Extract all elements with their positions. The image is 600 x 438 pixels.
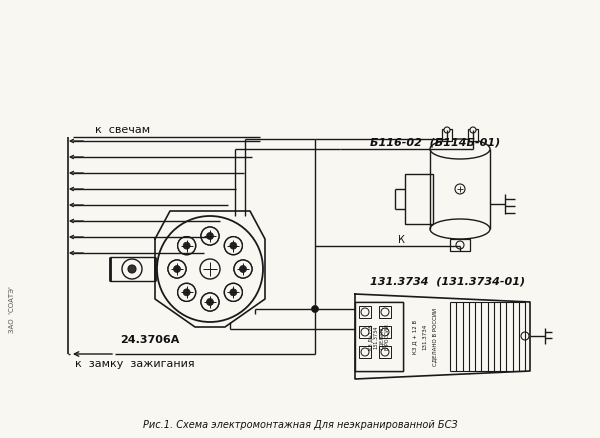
- Circle shape: [173, 266, 181, 273]
- Circle shape: [381, 308, 389, 316]
- Circle shape: [456, 241, 464, 249]
- Circle shape: [361, 308, 369, 316]
- Circle shape: [201, 227, 219, 245]
- Text: КЗ Д + 12 В: КЗ Д + 12 В: [413, 319, 418, 353]
- Circle shape: [234, 261, 252, 279]
- Circle shape: [381, 328, 389, 336]
- Circle shape: [178, 284, 196, 302]
- Ellipse shape: [430, 140, 490, 159]
- Bar: [359, 346, 371, 358]
- Text: к  свечам: к свечам: [95, 125, 150, 135]
- Bar: [359, 306, 371, 318]
- Circle shape: [455, 184, 465, 194]
- Bar: [110, 258, 155, 281]
- Circle shape: [444, 128, 450, 134]
- Text: 24.3706А: 24.3706А: [120, 334, 179, 344]
- Text: 131.3734: 131.3734: [422, 323, 427, 350]
- Circle shape: [224, 237, 242, 255]
- Circle shape: [201, 293, 219, 311]
- Bar: [468, 130, 478, 141]
- Circle shape: [470, 128, 476, 134]
- Text: 131.3734  (131.3734-01): 131.3734 (131.3734-01): [370, 276, 525, 286]
- Bar: [355, 302, 403, 371]
- Circle shape: [183, 243, 190, 250]
- Text: Рис.1. Схема электромонтажная Для неэкранированной БСЗ: Рис.1. Схема электромонтажная Для неэкра…: [143, 419, 457, 429]
- Circle shape: [230, 243, 237, 250]
- Circle shape: [381, 348, 389, 356]
- Circle shape: [239, 266, 247, 273]
- Circle shape: [206, 299, 214, 306]
- Circle shape: [230, 289, 237, 296]
- Circle shape: [128, 265, 136, 273]
- Text: Б116-02  (Б114Б-01): Б116-02 (Б114Б-01): [370, 138, 500, 148]
- Bar: [359, 326, 371, 338]
- Circle shape: [122, 259, 142, 279]
- Circle shape: [183, 289, 190, 296]
- Circle shape: [178, 237, 196, 255]
- Circle shape: [224, 237, 242, 255]
- Bar: [355, 302, 403, 371]
- Circle shape: [521, 332, 529, 340]
- Circle shape: [224, 284, 242, 302]
- Circle shape: [178, 237, 196, 255]
- Text: К: К: [398, 234, 405, 244]
- Circle shape: [361, 348, 369, 356]
- Text: СДЕЛАНО В РOCCИИ: СДЕЛАНО В РOCCИИ: [433, 307, 437, 365]
- Bar: [379, 326, 391, 338]
- Circle shape: [201, 227, 219, 245]
- Bar: [442, 130, 452, 141]
- Text: к  замку  зажигания: к замку зажигания: [75, 358, 194, 368]
- Ellipse shape: [430, 219, 490, 240]
- Circle shape: [361, 328, 369, 336]
- Text: ЗАО  'СОАТЭ': ЗАО 'СОАТЭ': [9, 286, 15, 333]
- Bar: [379, 346, 391, 358]
- Circle shape: [200, 259, 220, 279]
- Circle shape: [178, 284, 196, 302]
- Circle shape: [234, 261, 252, 279]
- Circle shape: [157, 216, 263, 322]
- Circle shape: [224, 284, 242, 302]
- Circle shape: [201, 293, 219, 311]
- Circle shape: [311, 306, 319, 313]
- Circle shape: [168, 261, 186, 279]
- Text: КЗ Д+12В
131.3734
СДЕЛАНО
В РOCCИИ: КЗ Д+12В 131.3734 СДЕЛАНО В РOCCИИ: [368, 323, 390, 349]
- Bar: [450, 240, 470, 251]
- Bar: [379, 306, 391, 318]
- Circle shape: [206, 233, 214, 240]
- Bar: [405, 175, 433, 225]
- Circle shape: [168, 261, 186, 279]
